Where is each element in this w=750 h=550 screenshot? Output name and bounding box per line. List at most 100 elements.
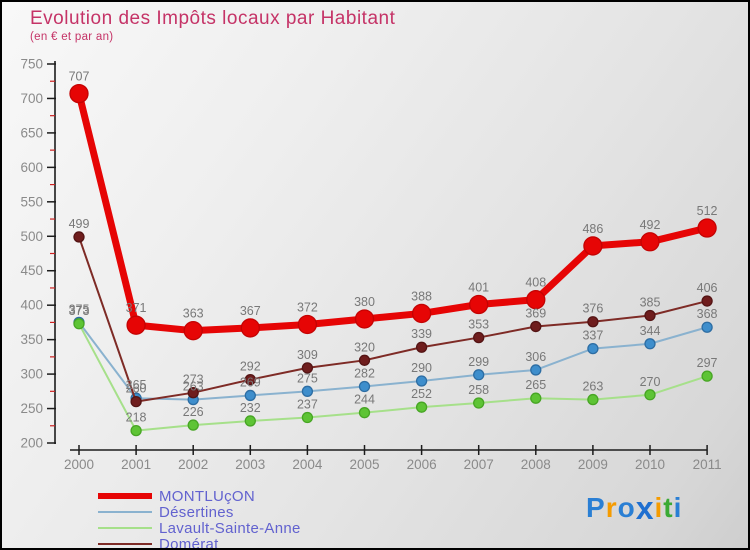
y-axis-label: 750 [20, 57, 43, 72]
data-point [244, 373, 256, 386]
data-point [69, 83, 89, 104]
data-point [644, 389, 656, 401]
x-axis-label: 2002 [178, 457, 208, 472]
data-point [530, 392, 542, 404]
legend-swatch [98, 543, 152, 545]
data-point [644, 338, 656, 350]
x-axis-label: 2004 [292, 457, 323, 472]
value-label: 292 [240, 360, 261, 374]
y-axis-label: 650 [20, 125, 43, 140]
data-point [358, 380, 371, 393]
data-point [640, 232, 660, 252]
value-label: 376 [582, 302, 603, 316]
data-point [297, 314, 318, 335]
value-label: 388 [411, 289, 432, 303]
value-label: 309 [297, 348, 318, 362]
data-point [301, 385, 314, 397]
value-label: 258 [468, 383, 489, 397]
data-point [301, 362, 314, 374]
value-label: 368 [697, 307, 718, 321]
data-point [587, 393, 599, 406]
y-axis-label: 600 [20, 160, 43, 175]
data-point [697, 218, 717, 238]
logo-letter: r [605, 492, 618, 523]
value-label: 282 [354, 366, 375, 380]
value-label: 372 [297, 300, 318, 314]
value-label: 244 [354, 393, 375, 407]
legend-swatch [98, 527, 152, 529]
data-point [411, 303, 432, 324]
value-label: 273 [183, 373, 204, 387]
data-point [644, 309, 656, 322]
legend: MONTLUçON Désertines Lavault-Sainte-Anne Do… [98, 488, 301, 548]
value-label: 252 [411, 387, 432, 401]
data-point [526, 290, 546, 310]
value-label: 369 [525, 307, 546, 321]
series-line-0 [75, 90, 711, 335]
value-label: 401 [468, 280, 489, 294]
logo-letter: i [654, 492, 664, 523]
value-label: 344 [640, 324, 661, 338]
x-axis-label: 2000 [64, 457, 94, 472]
legend-label: MONTLUçON [159, 487, 256, 505]
data-point [187, 419, 199, 431]
series-line-1 [78, 321, 709, 401]
data-point [469, 294, 489, 315]
data-point [701, 370, 713, 382]
data-point [126, 315, 146, 335]
value-label: 367 [240, 304, 261, 318]
value-label: 275 [297, 371, 318, 385]
value-label: 297 [697, 356, 718, 370]
legend-item: MONTLUçON [98, 488, 301, 504]
data-point [415, 401, 428, 413]
value-label: 380 [354, 295, 375, 309]
data-point [473, 397, 485, 409]
y-axis-label: 250 [20, 401, 43, 416]
data-point [183, 321, 203, 341]
data-point [130, 424, 142, 437]
value-label: 260 [126, 382, 147, 396]
x-axis-label: 2005 [349, 457, 379, 472]
value-label: 263 [582, 380, 603, 394]
data-point [701, 295, 713, 307]
value-label: 339 [411, 327, 432, 341]
proxiti-logo: Proxiti [586, 490, 682, 527]
y-axis-label: 500 [20, 229, 43, 244]
x-axis-label: 2011 [693, 457, 722, 472]
value-label: 299 [468, 355, 489, 369]
data-point [415, 375, 428, 387]
data-point [358, 407, 371, 419]
legend-item: Lavault-Sainte-Anne [98, 520, 301, 536]
data-point [73, 318, 85, 330]
value-label: 306 [525, 350, 546, 364]
chart-subtitle: (en € et par an) [30, 31, 114, 43]
value-label: 232 [240, 401, 261, 415]
logo-letter: t [663, 492, 674, 523]
data-point [583, 236, 603, 256]
value-label: 265 [126, 378, 147, 392]
y-axis-label: 400 [20, 298, 43, 313]
value-label: 270 [640, 375, 661, 389]
x-axis-label: 2003 [235, 457, 265, 472]
data-point [415, 341, 428, 353]
chart-title: Evolution des Impôts locaux par Habitant [30, 8, 396, 29]
value-label: 337 [582, 329, 603, 343]
x-axis-label: 2007 [464, 457, 494, 472]
value-label: 320 [354, 340, 375, 354]
legend-item: Désertines [98, 504, 301, 520]
value-label: 290 [411, 361, 432, 375]
legend-swatch [98, 493, 152, 499]
value-label: 492 [640, 218, 661, 232]
legend-item: Domérat [98, 536, 301, 548]
y-axis-label: 350 [20, 332, 43, 347]
value-label: 237 [297, 398, 318, 412]
x-axis-label: 2009 [578, 457, 608, 472]
value-label: 373 [69, 304, 90, 318]
x-axis-label: 2001 [121, 457, 151, 472]
logo-letter: i [673, 492, 683, 523]
legend-swatch [98, 511, 152, 513]
legend-label: Désertines [159, 503, 234, 521]
data-point [130, 396, 142, 408]
value-label: 363 [183, 307, 204, 321]
